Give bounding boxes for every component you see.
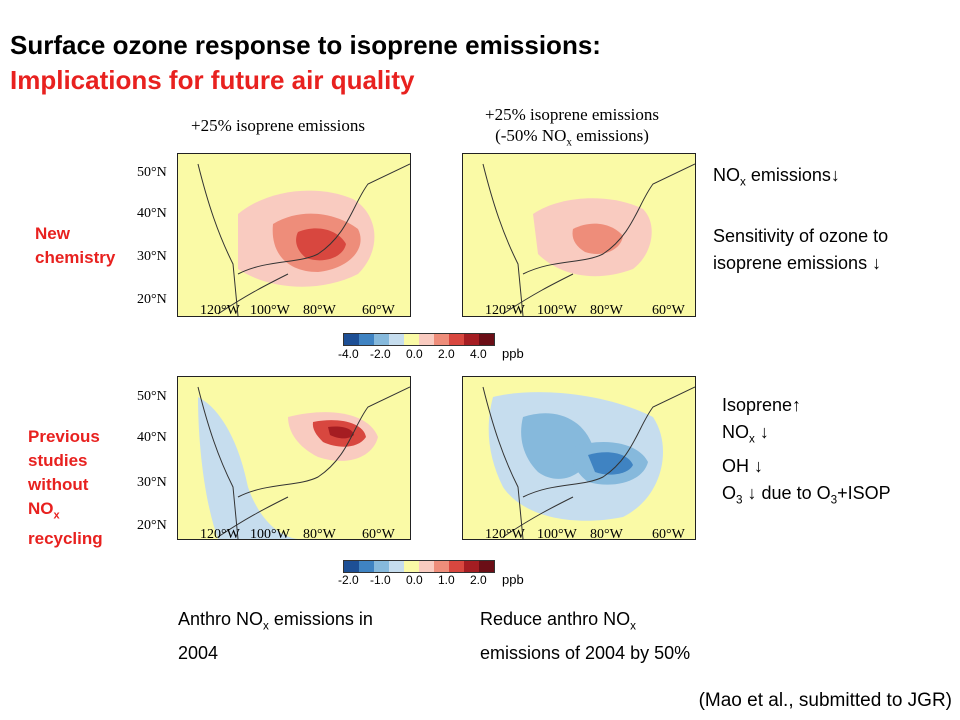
lon-tick: 80°W bbox=[303, 303, 336, 318]
colorbar-swatch bbox=[404, 561, 419, 572]
lon-tick: 80°W bbox=[590, 303, 623, 318]
colorbar-tick: -1.0 bbox=[370, 573, 391, 587]
slide-subtitle: Implications for future air quality bbox=[10, 65, 415, 95]
map-prev-reduced bbox=[462, 376, 696, 540]
right-panel-title-line2: (-50% NOx emissions) bbox=[495, 126, 649, 149]
colorbar-bottom bbox=[343, 560, 495, 573]
colorbar-swatch bbox=[389, 334, 404, 345]
map-new-chem-reduced bbox=[462, 153, 696, 317]
lon-tick: 60°W bbox=[652, 527, 685, 542]
row-label-new-chemistry: New chemistry bbox=[35, 224, 116, 267]
lon-tick: 80°W bbox=[303, 527, 336, 542]
right-panel-title: +25% isoprene emissions (-50% NOx emissi… bbox=[462, 104, 682, 153]
lat-tick: 40°N bbox=[137, 430, 167, 445]
colorbar-swatch bbox=[389, 561, 404, 572]
lon-tick: 100°W bbox=[250, 303, 290, 318]
lon-tick: 60°W bbox=[362, 303, 395, 318]
caption-base-emissions: Anthro NOx emissions in 2004 bbox=[178, 609, 373, 663]
colorbar-swatch bbox=[359, 561, 374, 572]
lon-tick: 120°W bbox=[485, 303, 525, 318]
colorbar-swatch bbox=[464, 561, 479, 572]
lon-tick: 60°W bbox=[362, 527, 395, 542]
colorbar-swatch bbox=[419, 334, 434, 345]
colorbar-swatch bbox=[419, 561, 434, 572]
left-panel-title: +25% isoprene emissions bbox=[191, 116, 365, 135]
caption-reduced-emissions: Reduce anthro NOx emissions of 2004 by 5… bbox=[480, 609, 691, 663]
lat-tick: 50°N bbox=[137, 389, 167, 404]
note-top-right: NOx emissions↓ Sensitivity of ozone to i… bbox=[713, 165, 889, 273]
lat-tick: 30°N bbox=[137, 249, 167, 264]
colorbar-tick: 0.0 bbox=[406, 573, 423, 587]
colorbar-tick: 2.0 bbox=[470, 573, 487, 587]
colorbar-swatch bbox=[479, 334, 494, 345]
colorbar-swatch bbox=[464, 334, 479, 345]
colorbar-swatch bbox=[374, 561, 389, 572]
colorbar-swatch bbox=[434, 334, 449, 345]
lon-tick: 60°W bbox=[652, 303, 685, 318]
lon-tick: 80°W bbox=[590, 527, 623, 542]
note-bottom-right: Isoprene↑ NOx ↓ OH ↓ O3 ↓ due to O3+ISOP bbox=[722, 395, 891, 507]
colorbar-top bbox=[343, 333, 495, 346]
colorbar-tick: -2.0 bbox=[370, 347, 391, 361]
citation: (Mao et al., submitted to JGR) bbox=[698, 690, 952, 711]
slide-title: Surface ozone response to isoprene emiss… bbox=[10, 30, 601, 60]
colorbar-tick: 4.0 bbox=[470, 347, 487, 361]
lon-tick: 120°W bbox=[485, 527, 525, 542]
lat-tick: 20°N bbox=[137, 292, 167, 307]
colorbar-tick: 1.0 bbox=[438, 573, 455, 587]
colorbar-swatch bbox=[479, 561, 494, 572]
colorbar-swatch bbox=[374, 334, 389, 345]
colorbar-swatch bbox=[404, 334, 419, 345]
lat-tick: 20°N bbox=[137, 518, 167, 533]
lon-tick: 100°W bbox=[537, 303, 577, 318]
lon-tick: 120°W bbox=[200, 527, 240, 542]
colorbar-swatch bbox=[449, 561, 464, 572]
lon-tick: 120°W bbox=[200, 303, 240, 318]
colorbar-swatch bbox=[434, 561, 449, 572]
colorbar-tick: 2.0 bbox=[438, 347, 455, 361]
lon-tick: 100°W bbox=[537, 527, 577, 542]
colorbar-unit: ppb bbox=[502, 346, 524, 361]
colorbar-tick: -2.0 bbox=[338, 573, 359, 587]
colorbar-swatch bbox=[359, 334, 374, 345]
map-prev-base bbox=[177, 376, 411, 540]
colorbar-tick: 0.0 bbox=[406, 347, 423, 361]
right-panel-title-line1: +25% isoprene emissions bbox=[485, 105, 659, 124]
colorbar-swatch bbox=[449, 334, 464, 345]
row-label-previous-studies: Previous studies without NOx recycling bbox=[28, 427, 103, 549]
colorbar-unit: ppb bbox=[502, 572, 524, 587]
lon-tick: 100°W bbox=[250, 527, 290, 542]
lat-tick: 40°N bbox=[137, 206, 167, 221]
map-new-chem-base bbox=[177, 153, 411, 317]
colorbar-tick: -4.0 bbox=[338, 347, 359, 361]
colorbar-swatch bbox=[344, 334, 359, 345]
colorbar-swatch bbox=[344, 561, 359, 572]
lat-tick: 50°N bbox=[137, 165, 167, 180]
lat-tick: 30°N bbox=[137, 475, 167, 490]
